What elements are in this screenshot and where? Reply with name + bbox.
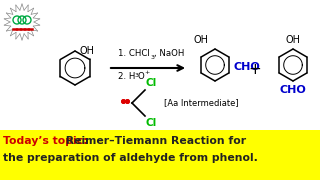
Text: +: + bbox=[249, 62, 261, 78]
Text: +: + bbox=[144, 70, 149, 75]
Text: Cl: Cl bbox=[145, 118, 156, 128]
Text: the preparation of aldehyde from phenol.: the preparation of aldehyde from phenol. bbox=[3, 153, 258, 163]
Text: 3: 3 bbox=[151, 55, 155, 60]
Text: [Aa Intermediate]: [Aa Intermediate] bbox=[164, 98, 239, 107]
FancyBboxPatch shape bbox=[0, 130, 320, 180]
Text: Today’s topic:: Today’s topic: bbox=[3, 136, 88, 146]
Text: Cl: Cl bbox=[145, 78, 156, 88]
Text: Reimer–Tiemann Reaction for: Reimer–Tiemann Reaction for bbox=[62, 136, 246, 146]
Text: OH: OH bbox=[80, 46, 95, 56]
Text: 3: 3 bbox=[135, 73, 139, 78]
Text: OH: OH bbox=[194, 35, 209, 45]
Text: 2. H: 2. H bbox=[118, 72, 135, 81]
Text: 1. CHCl: 1. CHCl bbox=[118, 49, 150, 58]
Text: CHO: CHO bbox=[280, 85, 306, 95]
Text: CHO: CHO bbox=[233, 62, 260, 72]
Text: , NaOH: , NaOH bbox=[154, 49, 184, 58]
Text: OH: OH bbox=[285, 35, 300, 45]
Text: O: O bbox=[138, 72, 145, 81]
